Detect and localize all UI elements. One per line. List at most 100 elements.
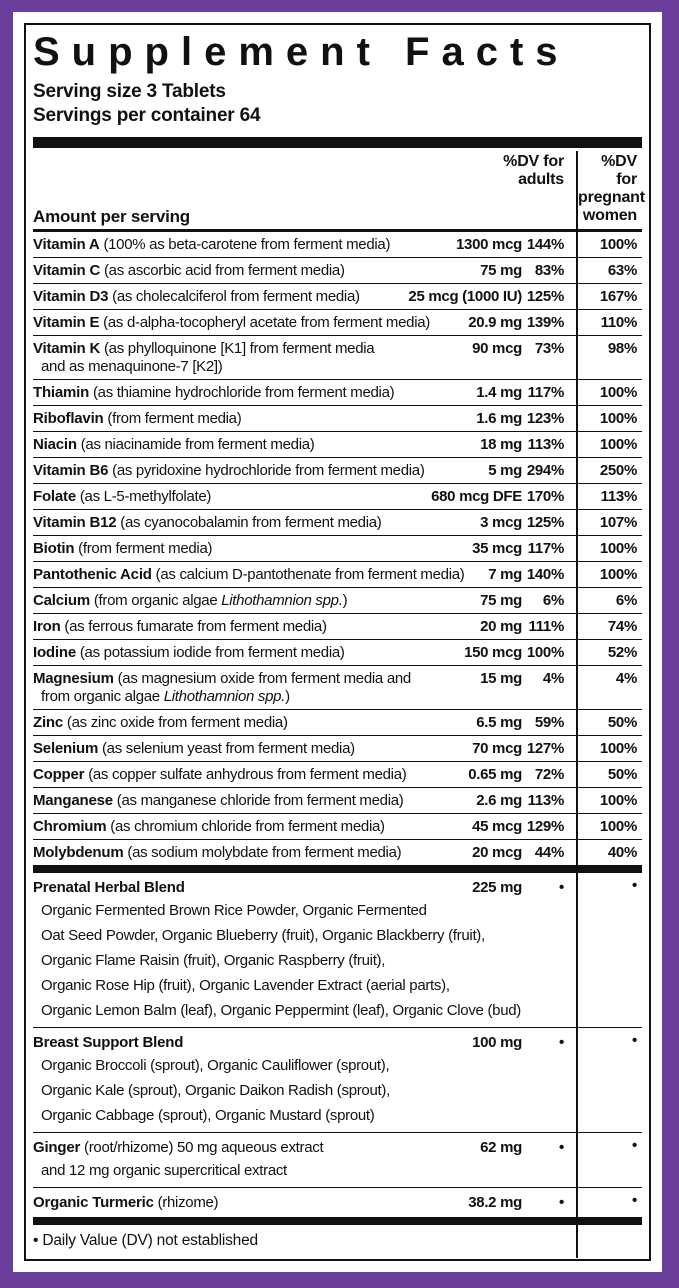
nutrient-name-desc: Iodine (as potassium iodide from ferment… [33,644,345,661]
nutrient-name: Magnesium [33,670,114,687]
nutrient-name-desc: Molybdenum (as sodium molybdate from fer… [33,844,402,861]
amount-value: 7 mg [488,566,522,583]
dv-pregnant-value: 250% [576,458,642,483]
table-row: Pantothenic Acid (as calcium D-pantothen… [33,561,642,587]
nutrient-name-desc: Vitamin E (as d-alpha-tocopheryl acetate… [33,314,430,331]
dv-pregnant-value: 40% [576,840,642,865]
row-main: Breast Support Blend 100 mg • Organic Brocc… [33,1028,576,1132]
serving-size: Serving size 3 Tablets [33,81,226,102]
nutrient-name-desc: Prenatal Herbal Blend [33,878,466,898]
nutrient-name-desc: Breast Support Blend [33,1033,466,1053]
dv-adults-value: 117% [527,540,565,557]
nutrient-name: Vitamin B12 [33,514,117,531]
table-row: Vitamin E (as d-alpha-tocopheryl acetate… [33,309,642,335]
row-main: Vitamin B12 (as cyanocobalamin from ferm… [33,510,576,535]
nutrient-name: Biotin [33,540,75,557]
nutrient-name-desc: Ginger (root/rhizome) 50 mg aqueous extr… [33,1139,324,1156]
nutrient-table-body: Vitamin A (100% as beta-carotene from fe… [33,232,642,865]
dv-adults-value: • [559,879,564,896]
row-main: Zinc (as zinc oxide from ferment media) 6… [33,710,576,735]
amount-value: 150 mcg [464,644,522,661]
dv-adults-value: 139% [526,314,564,331]
dv-adults-value: 59% [534,714,564,731]
amount-value: 2.6 mg [476,792,522,809]
nutrient-name: Iron [33,618,61,635]
dv-adults-value: 127% [526,740,564,757]
dv-pregnant-value: • [576,873,642,1027]
row-main: Vitamin K (as phylloquinone [K1] from fe… [33,336,576,379]
row-first-line: Vitamin D3 (as cholecalciferol from ferm… [33,288,576,306]
amount-value: 25 mcg (1000 IU) [408,288,522,305]
dv-adults-value: 113% [527,792,565,809]
dv-adults-value: 100% [526,644,564,661]
dv-pregnant-value: 52% [576,640,642,665]
section-divider-bar-top [33,137,642,148]
dv-pregnant-value: 100% [576,788,642,813]
amount-value: 18 mg [480,436,522,453]
dv-pregnant-value: • [576,1028,642,1132]
amount-value: 3 mcg [480,514,522,531]
row-first-line: Thiamin (as thiamine hydrochloride from … [33,384,576,402]
dv-pregnant-value: 63% [576,258,642,283]
table-row: Vitamin B12 (as cyanocobalamin from ferm… [33,509,642,535]
amount-value: 62 mg [480,1139,522,1156]
nutrient-name: Prenatal Herbal Blend [33,879,185,896]
row-first-line: Vitamin E (as d-alpha-tocopheryl acetate… [33,314,576,332]
row-first-line: Magnesium (as magnesium oxide from ferme… [33,670,576,688]
dv-pregnant-value: 100% [576,736,642,761]
nutrient-name: Vitamin D3 [33,288,109,305]
description-line: Organic Lemon Balm (leaf), Organic Peppe… [41,1002,521,1019]
nutrient-name: Thiamin [33,384,90,401]
row-main: Prenatal Herbal Blend 225 mg • Organic Ferm… [33,873,576,1027]
nutrient-name: Breast Support Blend [33,1034,184,1051]
nutrient-name: Zinc [33,714,64,731]
row-first-line: Breast Support Blend 100 mg • [33,1033,576,1053]
row-first-line: Niacin (as niacinamide from ferment medi… [33,436,576,454]
row-first-line: Vitamin C (as ascorbic acid from ferment… [33,262,576,280]
row-main: Manganese (as manganese chloride from fe… [33,788,576,813]
dv-adults-value: 125% [526,288,564,305]
nutrient-name: Calcium [33,592,90,609]
row-first-line: Vitamin K (as phylloquinone [K1] from fe… [33,340,576,358]
dv-pregnant-value: 100% [576,814,642,839]
row-main: Calcium (from organic algae Lithothamnio… [33,588,576,613]
row-first-line: Chromium (as chromium chloride from ferm… [33,818,576,836]
table-row: Copper (as copper sulfate anhydrous from… [33,761,642,787]
dv-adults-value: 44% [534,844,564,861]
section-divider-bar-footer [33,1217,642,1225]
nutrient-name-desc: Folate (as L-5-methylfolate) [33,488,212,505]
row-main: Selenium (as selenium yeast from ferment… [33,736,576,761]
nutrient-name: Riboflavin [33,410,104,427]
amount-value: 20.9 mg [468,314,522,331]
dv-pregnant-value: 100% [576,536,642,561]
amount-value: 75 mg [480,262,522,279]
row-main: Vitamin D3 (as cholecalciferol from ferm… [33,284,576,309]
description-line: Oat Seed Powder, Organic Blueberry (frui… [41,927,485,944]
table-row: Thiamin (as thiamine hydrochloride from … [33,379,642,405]
description-line: Organic Fermented Brown Rice Powder, Org… [41,902,427,919]
dv-pregnant-value: 100% [576,232,642,257]
dv-adults-value: 125% [526,514,564,531]
nutrient-name-desc: Vitamin A (100% as beta-carotene from fe… [33,236,391,253]
dv-adults-header: %DV for adults [503,153,564,188]
dv-adults-value: 140% [526,566,564,583]
table-row: Zinc (as zinc oxide from ferment media) 6… [33,709,642,735]
row-main: Vitamin A (100% as beta-carotene from fe… [33,232,576,257]
nutrient-name-desc: Organic Turmeric (rhizome) [33,1194,219,1211]
nutrient-name-desc: Thiamin (as thiamine hydrochloride from … [33,384,395,401]
row-main: Iodine (as potassium iodide from ferment… [33,640,576,665]
table-row: Ginger (root/rhizome) 50 mg aqueous extr… [33,1132,642,1187]
nutrient-name-desc: Manganese (as manganese chloride from fe… [33,792,404,809]
dv-pregnant-value: 107% [576,510,642,535]
table-row: Selenium (as selenium yeast from ferment… [33,735,642,761]
description-line: Organic Cabbage (sprout), Organic Mustar… [41,1107,375,1124]
dv-pregnant-value: 50% [576,762,642,787]
row-first-line: Pantothenic Acid (as calcium D-pantothen… [33,566,576,584]
dv-pregnant-header: %DV for pregnant women [576,151,645,229]
row-main: Riboflavin (from ferment media) 1.6 mg 123… [33,406,576,431]
amount-value: 75 mg [480,592,522,609]
dv-pregnant-value: 100% [576,562,642,587]
label-title: Supplement Facts [33,30,570,74]
row-first-line: Calcium (from organic algae Lithothamnio… [33,592,576,610]
table-row: Breast Support Blend 100 mg • Organic Brocc… [33,1027,642,1132]
